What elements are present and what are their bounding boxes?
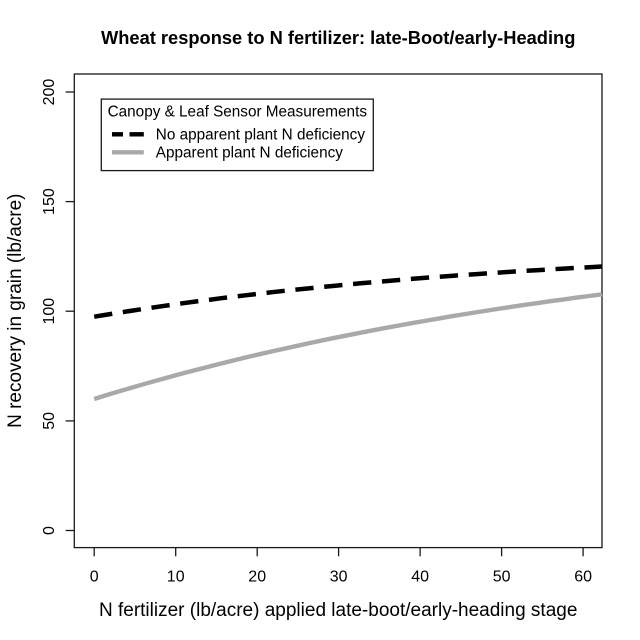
svg-text:20: 20 [248, 569, 266, 586]
svg-text:Wheat response to N fertilizer: Wheat response to N fertilizer: late-Boo… [101, 27, 575, 48]
svg-text:30: 30 [330, 569, 348, 586]
svg-text:40: 40 [411, 569, 429, 586]
svg-text:200: 200 [41, 79, 58, 106]
svg-text:N recovery in grain (lb/acre): N recovery in grain (lb/acre) [5, 193, 26, 427]
svg-text:10: 10 [167, 569, 185, 586]
svg-text:0: 0 [90, 569, 99, 586]
svg-text:Apparent plant N deficiency: Apparent plant N deficiency [156, 145, 343, 162]
svg-text:50: 50 [41, 412, 58, 430]
svg-text:No apparent plant N deficiency: No apparent plant N deficiency [156, 127, 366, 144]
svg-text:60: 60 [574, 569, 592, 586]
svg-text:Canopy & Leaf Sensor Measureme: Canopy & Leaf Sensor Measurements [108, 103, 368, 120]
svg-text:0: 0 [41, 526, 58, 535]
svg-text:N fertilizer (lb/acre) applied: N fertilizer (lb/acre) applied late-boot… [99, 600, 577, 621]
svg-text:100: 100 [41, 298, 58, 325]
svg-text:150: 150 [41, 188, 58, 215]
svg-text:50: 50 [493, 569, 511, 586]
